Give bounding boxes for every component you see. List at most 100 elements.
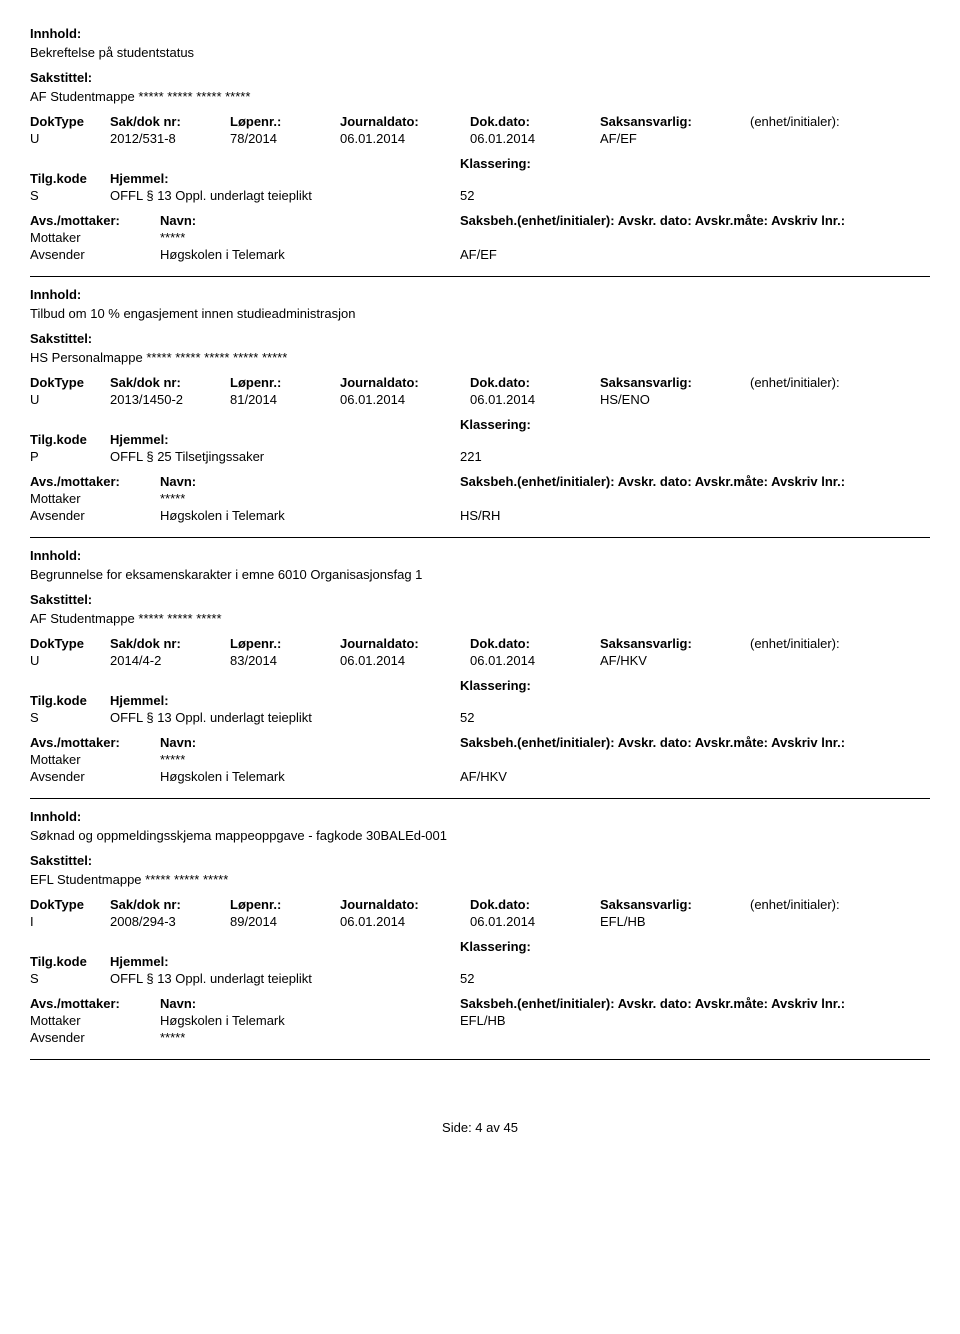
- val-klassering: 221: [460, 449, 482, 464]
- entry-separator: [30, 276, 930, 277]
- party-row: Mottaker*****: [30, 491, 930, 506]
- journal-entry: Innhold:Bekreftelse på studentstatusSaks…: [30, 26, 930, 277]
- hdr-avsmottaker: Avs./mottaker:: [30, 213, 160, 228]
- hjemmel-header-row: Tilg.kodeHjemmel:: [30, 693, 930, 708]
- hdr-navn: Navn:: [160, 996, 460, 1011]
- hdr-hjemmel: Hjemmel:: [110, 693, 460, 708]
- val-dokdato: 06.01.2014: [470, 131, 600, 146]
- party-role: Mottaker: [30, 752, 160, 767]
- val-klassering: 52: [460, 710, 474, 725]
- hdr-doktype: DokType: [30, 114, 110, 129]
- val-doktype: U: [30, 653, 110, 668]
- sakstittel-text: EFL Studentmappe ***** ***** *****: [30, 872, 930, 887]
- party-name: *****: [160, 491, 460, 506]
- sakstittel-label: Sakstittel:: [30, 592, 930, 607]
- klassering-label: Klassering:: [460, 417, 930, 432]
- sakstittel-label: Sakstittel:: [30, 331, 930, 346]
- val-sakdok: 2008/294-3: [110, 914, 230, 929]
- entry-separator: [30, 798, 930, 799]
- meta-header-row: DokTypeSak/dok nr:Løpenr.:Journaldato:Do…: [30, 114, 930, 129]
- val-hjemmel: OFFL § 13 Oppl. underlagt teieplikt: [110, 971, 460, 986]
- meta-header-row: DokTypeSak/dok nr:Løpenr.:Journaldato:Do…: [30, 636, 930, 651]
- val-klassering: 52: [460, 188, 474, 203]
- hdr-journaldato: Journaldato:: [340, 114, 470, 129]
- hjemmel-value-row: POFFL § 25 Tilsetjingssaker221: [30, 449, 930, 464]
- party-unit: HS/RH: [460, 508, 660, 523]
- hdr-navn: Navn:: [160, 213, 460, 228]
- hjemmel-value-row: SOFFL § 13 Oppl. underlagt teieplikt52: [30, 188, 930, 203]
- hdr-hjemmel: Hjemmel:: [110, 171, 460, 186]
- hdr-sakdok: Sak/dok nr:: [110, 114, 230, 129]
- party-role: Avsender: [30, 508, 160, 523]
- hdr-saksansvarlig: Saksansvarlig:: [600, 375, 750, 390]
- party-name: Høgskolen i Telemark: [160, 247, 460, 262]
- hjemmel-value-row: SOFFL § 13 Oppl. underlagt teieplikt52: [30, 971, 930, 986]
- hdr-lopenr: Løpenr.:: [230, 897, 340, 912]
- hdr-sakdok: Sak/dok nr:: [110, 897, 230, 912]
- innhold-text: Begrunnelse for eksamenskarakter i emne …: [30, 567, 930, 582]
- val-enhet: [750, 392, 900, 407]
- innhold-label: Innhold:: [30, 26, 930, 41]
- party-unit: EFL/HB: [460, 1013, 660, 1028]
- hdr-avsmottaker: Avs./mottaker:: [30, 735, 160, 750]
- entries-container: Innhold:Bekreftelse på studentstatusSaks…: [30, 26, 930, 1060]
- hdr-tilgkode: Tilg.kode: [30, 171, 110, 186]
- hjemmel-header-row: Tilg.kodeHjemmel:: [30, 432, 930, 447]
- party-unit: [460, 1030, 660, 1045]
- party-row: AvsenderHøgskolen i TelemarkHS/RH: [30, 508, 930, 523]
- hdr-saksbeh: Saksbeh.(enhet/initialer): Avskr. dato: …: [460, 474, 890, 489]
- party-row: AvsenderHøgskolen i TelemarkAF/HKV: [30, 769, 930, 784]
- journal-entry: Innhold:Søknad og oppmeldingsskjema mapp…: [30, 809, 930, 1060]
- val-enhet: [750, 914, 900, 929]
- val-klassering: 52: [460, 971, 474, 986]
- sakstittel-text: AF Studentmappe ***** ***** ***** *****: [30, 89, 930, 104]
- val-tilgkode: P: [30, 449, 110, 464]
- val-journaldato: 06.01.2014: [340, 131, 470, 146]
- party-name: Høgskolen i Telemark: [160, 508, 460, 523]
- party-role: Mottaker: [30, 491, 160, 506]
- hdr-doktype: DokType: [30, 897, 110, 912]
- hdr-tilgkode: Tilg.kode: [30, 693, 110, 708]
- sakstittel-label: Sakstittel:: [30, 70, 930, 85]
- val-sakdok: 2014/4-2: [110, 653, 230, 668]
- meta-value-row: I2008/294-389/201406.01.201406.01.2014EF…: [30, 914, 930, 929]
- innhold-label: Innhold:: [30, 548, 930, 563]
- meta-value-row: U2013/1450-281/201406.01.201406.01.2014H…: [30, 392, 930, 407]
- innhold-text: Søknad og oppmeldingsskjema mappeoppgave…: [30, 828, 930, 843]
- val-hjemmel: OFFL § 25 Tilsetjingssaker: [110, 449, 460, 464]
- val-dokdato: 06.01.2014: [470, 392, 600, 407]
- val-lopenr: 78/2014: [230, 131, 340, 146]
- hdr-enhet: (enhet/initialer):: [750, 897, 900, 912]
- hdr-doktype: DokType: [30, 375, 110, 390]
- party-unit: AF/EF: [460, 247, 660, 262]
- innhold-label: Innhold:: [30, 287, 930, 302]
- val-journaldato: 06.01.2014: [340, 392, 470, 407]
- hdr-navn: Navn:: [160, 474, 460, 489]
- party-header-row: Avs./mottaker:Navn:Saksbeh.(enhet/initia…: [30, 474, 930, 489]
- hdr-sakdok: Sak/dok nr:: [110, 636, 230, 651]
- party-header-row: Avs./mottaker:Navn:Saksbeh.(enhet/initia…: [30, 996, 930, 1011]
- party-unit: [460, 752, 660, 767]
- party-unit: [460, 230, 660, 245]
- val-doktype: U: [30, 392, 110, 407]
- party-row: Mottaker*****: [30, 752, 930, 767]
- klassering-label: Klassering:: [460, 678, 930, 693]
- val-journaldato: 06.01.2014: [340, 653, 470, 668]
- party-role: Mottaker: [30, 1013, 160, 1028]
- sakstittel-text: AF Studentmappe ***** ***** *****: [30, 611, 930, 626]
- val-dokdato: 06.01.2014: [470, 653, 600, 668]
- hdr-saksbeh: Saksbeh.(enhet/initialer): Avskr. dato: …: [460, 213, 890, 228]
- party-name: *****: [160, 1030, 460, 1045]
- val-saksansvarlig: EFL/HB: [600, 914, 750, 929]
- hdr-lopenr: Løpenr.:: [230, 114, 340, 129]
- hjemmel-header-row: Tilg.kodeHjemmel:: [30, 954, 930, 969]
- party-role: Avsender: [30, 769, 160, 784]
- party-role: Mottaker: [30, 230, 160, 245]
- sakstittel-label: Sakstittel:: [30, 853, 930, 868]
- party-row: AvsenderHøgskolen i TelemarkAF/EF: [30, 247, 930, 262]
- hdr-tilgkode: Tilg.kode: [30, 954, 110, 969]
- hdr-lopenr: Løpenr.:: [230, 636, 340, 651]
- val-tilgkode: S: [30, 188, 110, 203]
- val-enhet: [750, 131, 900, 146]
- val-doktype: U: [30, 131, 110, 146]
